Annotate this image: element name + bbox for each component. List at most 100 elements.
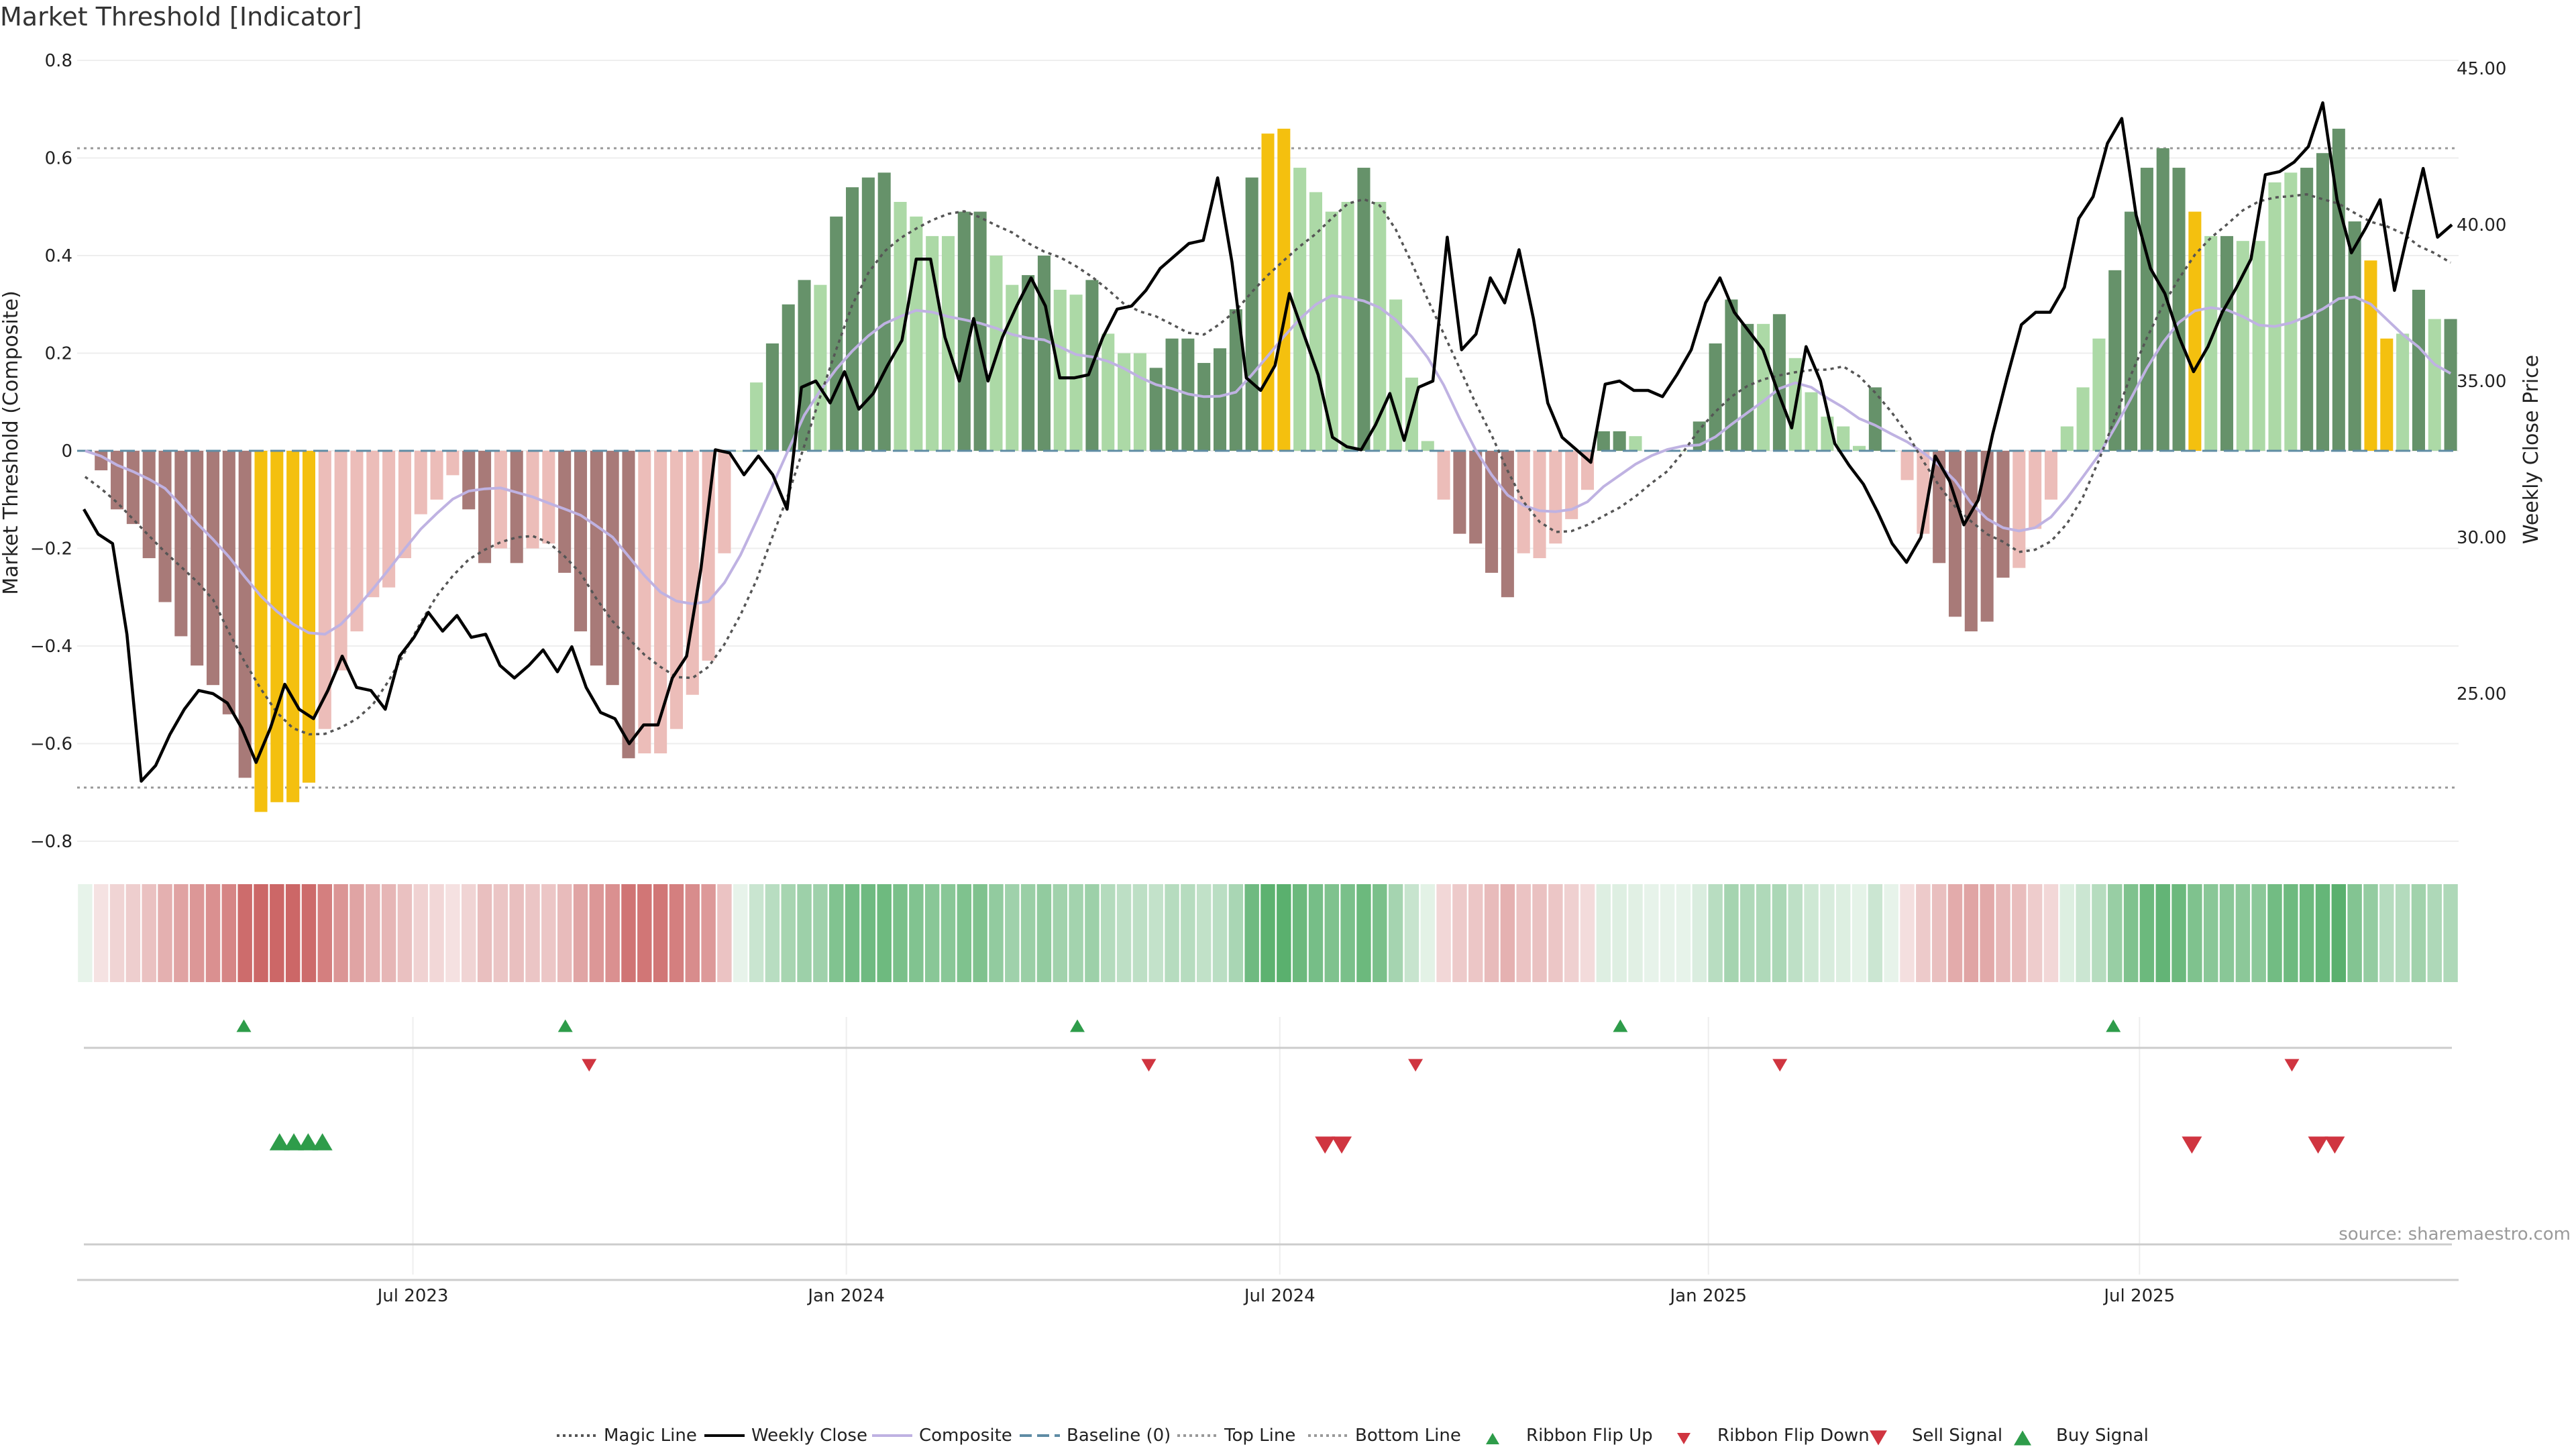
y2-tick-label: 25.00 xyxy=(2457,684,2506,704)
y2-tick-label: 30.00 xyxy=(2457,528,2506,548)
composite-bar xyxy=(398,451,411,559)
composite-bar xyxy=(782,304,795,451)
composite-bar xyxy=(686,451,699,695)
composite-bar xyxy=(2220,235,2234,451)
ribbon-cell xyxy=(845,884,860,982)
ribbon-cell xyxy=(2043,884,2059,982)
ribbon-cell xyxy=(94,884,109,982)
legend-item: Buy Signal xyxy=(2014,1426,2149,1446)
composite-bar xyxy=(1853,445,1866,451)
ribbon-cell xyxy=(493,884,508,982)
ribbon-cell xyxy=(1196,884,1212,982)
ribbon-cell xyxy=(1692,884,1707,982)
composite-bar xyxy=(1485,451,1499,573)
legend-item: Magic Line xyxy=(557,1426,697,1446)
ribbon-cell xyxy=(317,884,333,982)
composite-bar xyxy=(1725,299,1738,451)
composite-bar xyxy=(654,451,667,754)
ribbon-cell xyxy=(1804,884,1819,982)
composite-bar xyxy=(622,451,635,759)
legend-label: Weekly Close xyxy=(751,1426,867,1446)
composite-bar xyxy=(894,201,907,451)
composite-bar xyxy=(1996,451,2010,578)
ribbon-cell xyxy=(1324,884,1340,982)
ribbon-cell xyxy=(1244,884,1259,982)
legend-label: Bottom Line xyxy=(1355,1426,1461,1446)
ribbon-cell xyxy=(861,884,876,982)
composite-bar xyxy=(2348,221,2361,451)
composite-bar xyxy=(2076,387,2090,451)
composite-bar xyxy=(1277,128,1291,451)
ribbon-flip-up-marker xyxy=(1613,1019,1628,1032)
ribbon-cell xyxy=(1820,884,1835,982)
legend-label: Ribbon Flip Down xyxy=(1717,1426,1870,1446)
ribbon-cell xyxy=(1708,884,1723,982)
ribbon-cell xyxy=(1292,884,1307,982)
composite-bar xyxy=(286,451,300,802)
ribbon-cell xyxy=(2284,884,2298,982)
y-tick-label: 0.6 xyxy=(45,149,72,169)
buy-signal-marker xyxy=(312,1133,333,1150)
composite-bar xyxy=(2252,241,2265,451)
ribbon-cell xyxy=(2347,884,2362,982)
composite-bar xyxy=(1245,177,1258,451)
y-tick-label: 0.2 xyxy=(45,344,72,364)
composite-bar xyxy=(1213,348,1227,451)
composite-bar xyxy=(191,451,204,666)
ribbon-cell xyxy=(221,884,237,982)
ribbon-cell xyxy=(1020,884,1036,982)
composite-bar xyxy=(302,451,315,783)
ribbon-cell xyxy=(1356,884,1371,982)
ribbon-cell xyxy=(1835,884,1851,982)
ribbon-cell xyxy=(1580,884,1595,982)
composite-bar xyxy=(1069,294,1083,451)
composite-bar xyxy=(1149,368,1163,451)
y-tick-label: −0.6 xyxy=(30,735,72,755)
composite-bar xyxy=(1373,201,1387,451)
ribbon-cell xyxy=(205,884,221,982)
composite-bar xyxy=(478,451,492,564)
composite-bar xyxy=(494,451,507,549)
composite-bar xyxy=(1357,168,1371,451)
ribbon-cell xyxy=(573,884,588,982)
composite-bar xyxy=(2108,270,2122,451)
ribbon-cell xyxy=(1500,884,1515,982)
composite-line xyxy=(85,294,2452,636)
composite-bar xyxy=(222,451,235,714)
composite-bar xyxy=(414,451,427,515)
composite-bar xyxy=(1565,451,1578,519)
ribbon-cell xyxy=(350,884,364,982)
composite-bar xyxy=(382,451,396,588)
legend-item: Bottom Line xyxy=(1308,1426,1461,1446)
ribbon-cell xyxy=(1724,884,1739,982)
ribbon-cell xyxy=(701,884,716,982)
y2-tick-label: 35.00 xyxy=(2457,372,2506,392)
composite-bar xyxy=(1629,436,1642,451)
ribbon-cell xyxy=(1772,884,1787,982)
ribbon-cell xyxy=(1436,884,1451,982)
ribbon-cell xyxy=(1373,884,1387,982)
composite-bar xyxy=(350,451,364,632)
ribbon-cell xyxy=(2203,884,2218,982)
ribbon-cell xyxy=(189,884,205,982)
ribbon-cell xyxy=(1756,884,1771,982)
ribbon-cell xyxy=(333,884,348,982)
legend-marker xyxy=(1870,1430,1887,1446)
composite-bar xyxy=(126,451,140,525)
composite-bar xyxy=(1964,451,1978,632)
ribbon-cell xyxy=(381,884,396,982)
ribbon-cell xyxy=(429,884,444,982)
composite-bar xyxy=(2092,338,2106,451)
ribbon-cell xyxy=(749,884,764,982)
y-tick-label: 0 xyxy=(61,441,72,462)
composite-bar xyxy=(2172,168,2186,451)
composite-bar xyxy=(750,382,763,451)
ribbon-strip xyxy=(78,884,2458,982)
ribbon-cell xyxy=(1085,884,1099,982)
composite-bar xyxy=(2316,153,2330,451)
sell-signal-marker xyxy=(1332,1136,1352,1154)
composite-bar xyxy=(254,451,268,812)
ribbon-cell xyxy=(397,884,413,982)
ribbon-cell xyxy=(909,884,924,982)
composite-bar xyxy=(1102,333,1115,451)
